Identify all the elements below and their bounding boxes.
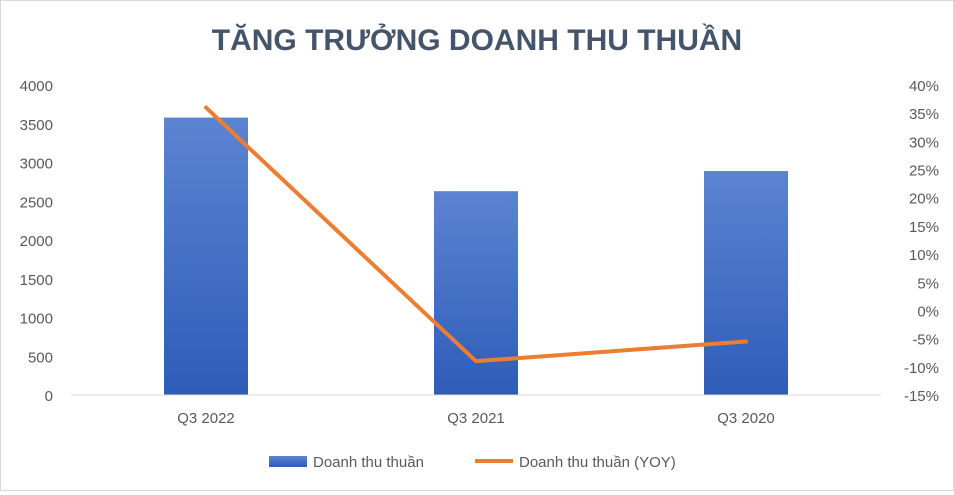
bar	[164, 118, 248, 395]
x-axis-labels: Q3 2022 Q3 2021 Q3 2020	[177, 410, 775, 427]
left-tick-label: 1500	[20, 272, 53, 289]
right-tick-label: -15%	[904, 388, 939, 405]
left-tick-label: 1000	[20, 311, 53, 328]
right-tick-label: 15%	[909, 219, 939, 236]
right-tick-label: 40%	[909, 78, 939, 95]
legend-bar-swatch	[269, 456, 307, 467]
left-tick-label: 500	[28, 349, 53, 366]
right-tick-label: -10%	[904, 360, 939, 377]
right-tick-label: 0%	[917, 303, 939, 320]
left-tick-label: 2500	[20, 194, 53, 211]
left-axis: 0 500 1000 1500 2000 2500 3000 3500 4000	[20, 78, 53, 405]
right-tick-label: 20%	[909, 191, 939, 208]
chart-title: TĂNG TRƯỞNG DOANH THU THUẦN	[212, 23, 742, 57]
left-tick-label: 3000	[20, 156, 53, 173]
bar-series	[164, 118, 788, 395]
legend-line-label: Doanh thu thuần (YOY)	[519, 454, 676, 471]
left-tick-label: 4000	[20, 78, 53, 95]
left-tick-label: 0	[45, 388, 53, 405]
legend-bar-label: Doanh thu thuần	[313, 454, 424, 471]
x-tick-label: Q3 2020	[717, 410, 775, 427]
right-tick-label: 30%	[909, 134, 939, 151]
right-tick-label: 5%	[917, 275, 939, 292]
legend: Doanh thu thuần Doanh thu thuần (YOY)	[269, 454, 676, 471]
bar	[434, 191, 518, 395]
bar	[704, 171, 788, 395]
right-axis: -15% -10% -5% 0% 5% 10% 15% 20% 25% 30% 35% 40%	[904, 78, 939, 405]
right-tick-label: 10%	[909, 247, 939, 264]
right-tick-label: -5%	[912, 332, 939, 349]
left-tick-label: 2000	[20, 233, 53, 250]
left-tick-label: 3500	[20, 117, 53, 134]
right-tick-label: 25%	[909, 163, 939, 180]
x-tick-label: Q3 2022	[177, 410, 235, 427]
x-tick-label: Q3 2021	[447, 410, 505, 427]
right-tick-label: 35%	[909, 106, 939, 123]
